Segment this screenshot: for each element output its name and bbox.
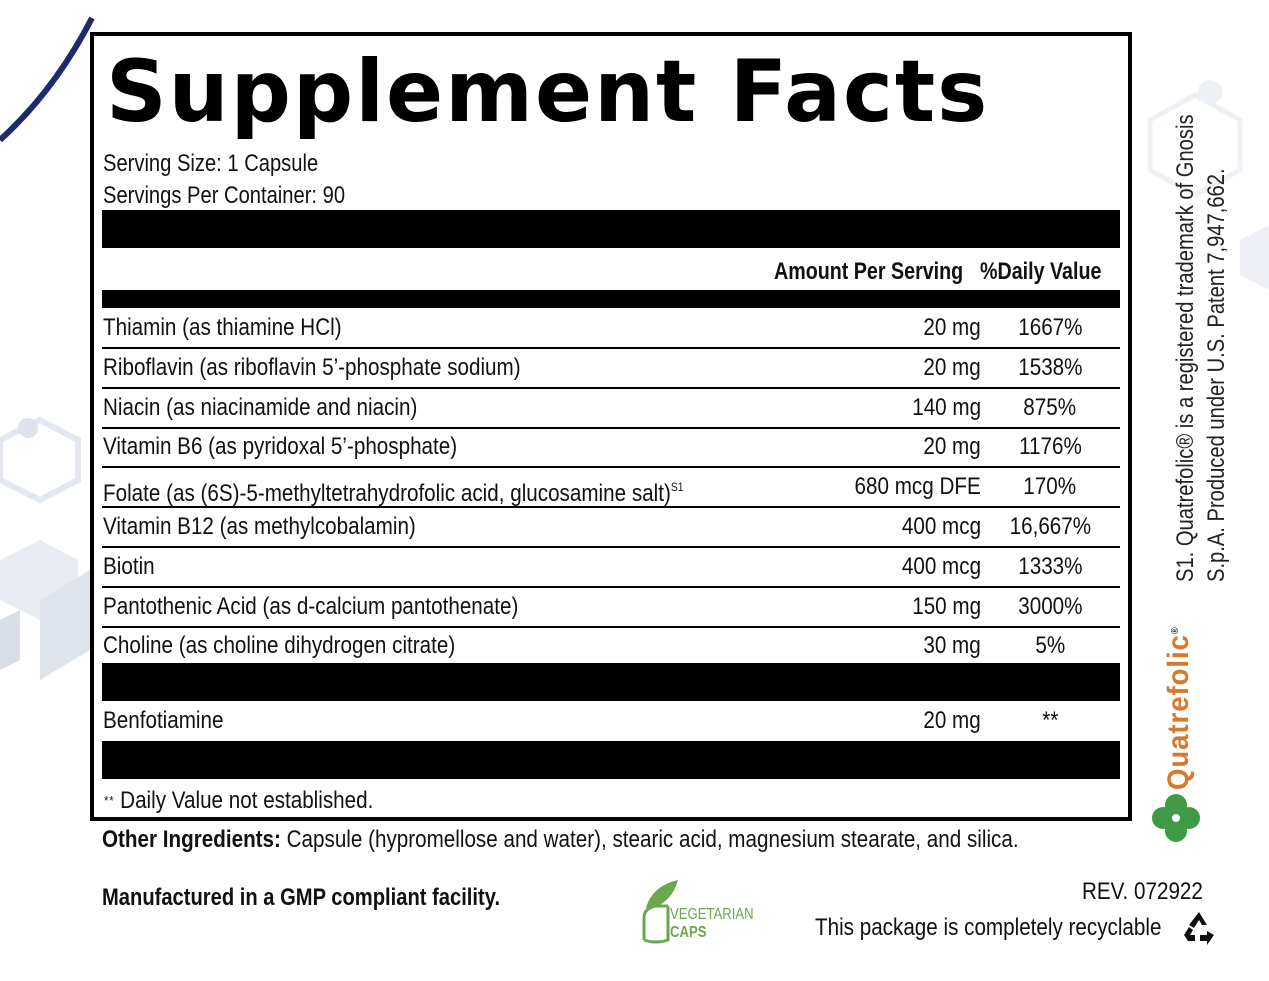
nutrient-row: Niacin (as niacinamide and niacin) 140 mg… xyxy=(102,389,1120,427)
revision-code: REV. 072922 xyxy=(1082,878,1203,905)
nutrient-amount: 30 mg xyxy=(923,632,981,660)
recyclable-statement: This package is completely recyclable xyxy=(815,914,1162,941)
nutrient-name: Benfotiamine xyxy=(103,707,224,734)
nutrient-row: Vitamin B6 (as pyridoxal 5’-phosphate) 20… xyxy=(102,428,1120,466)
row-divider xyxy=(102,466,1120,469)
amount-per-serving-header: Amount Per Serving xyxy=(774,258,964,285)
nutrient-name: Vitamin B6 (as pyridoxal 5’-phosphate) xyxy=(103,433,458,461)
footnote-reference: S1 xyxy=(670,480,684,495)
nutrient-daily-value: 170% xyxy=(1023,473,1077,501)
nutrient-daily-value: 875% xyxy=(1023,393,1077,421)
nutrient-row: Thiamin (as thiamine HCl) 20 mg 1667% xyxy=(102,309,1120,347)
nutrient-daily-value: 1538% xyxy=(1017,353,1083,381)
nutrient-daily-value: ** xyxy=(1041,707,1059,734)
nutrient-amount: 140 mg xyxy=(912,393,981,421)
nutrient-row: Pantothenic Acid (as d-calcium pantothen… xyxy=(102,588,1120,626)
thick-divider xyxy=(102,663,1120,701)
nutrient-amount: 20 mg xyxy=(923,353,981,381)
nutrient-daily-value: 3000% xyxy=(1017,592,1083,620)
nutrient-daily-value: 1333% xyxy=(1017,552,1083,580)
row-divider xyxy=(102,506,1120,509)
nutrient-amount: 20 mg xyxy=(923,433,981,461)
thick-divider xyxy=(102,741,1120,779)
nutrient-name: Niacin (as niacinamide and niacin) xyxy=(103,393,418,421)
other-ingredients: Other Ingredients: Capsule (hypromellose… xyxy=(102,825,1168,855)
nutrient-name: Thiamin (as thiamine HCl) xyxy=(103,314,342,341)
nutrient-daily-value: 1176% xyxy=(1018,433,1082,461)
quatrefolic-logo-text: Quatrefolic® xyxy=(1162,626,1195,790)
recycle-icon xyxy=(1184,912,1214,945)
other-ingredients-text: Capsule (hypromellose and water), steari… xyxy=(286,826,1019,853)
panel-title: Supplement Facts xyxy=(106,42,990,142)
nutrient-amount: 400 mcg xyxy=(901,513,981,540)
caps-label: CAPS xyxy=(670,924,707,941)
nutrient-daily-value: 16,667% xyxy=(1009,513,1091,540)
nutrient-amount: 400 mcg xyxy=(901,552,981,580)
nutrient-amount: 20 mg xyxy=(923,707,981,734)
row-divider xyxy=(102,546,1120,548)
nutrient-row: Riboflavin (as riboflavin 5’-phosphate s… xyxy=(102,349,1120,387)
gmp-statement: Manufactured in a GMP compliant facility… xyxy=(102,884,501,911)
supplement-facts-panel: Supplement Facts Serving Size: 1 Capsule… xyxy=(90,32,1132,821)
serving-size: Serving Size: 1 Capsule xyxy=(103,150,319,177)
nutrient-row: Biotin 400 mcg 1333% xyxy=(102,548,1120,586)
row-divider xyxy=(102,426,1120,429)
nutrient-amount: 680 mcg DFE xyxy=(854,473,981,501)
thick-divider xyxy=(102,210,1120,248)
row-divider xyxy=(102,386,1120,389)
footnote-marker: ** xyxy=(104,793,115,808)
nutrient-daily-value: 1667% xyxy=(1017,314,1083,341)
nutrient-row: Benfotiamine 20 mg ** xyxy=(102,702,1120,740)
nutrient-row: Choline (as choline dihydrogen citrate) 3… xyxy=(102,627,1120,665)
footnote: ** Daily Value not established. xyxy=(104,786,417,816)
nutrient-name: Choline (as choline dihydrogen citrate) xyxy=(103,632,456,660)
quatrefolic-trademark-note: S1. Quatrefolic® is a registered tradema… xyxy=(1172,114,1230,582)
row-divider xyxy=(102,585,1120,588)
footnote-text: Daily Value not established. xyxy=(120,787,374,814)
other-ingredients-label: Other Ingredients: xyxy=(102,826,281,853)
nutrient-name: Riboflavin (as riboflavin 5’-phosphate s… xyxy=(103,353,521,381)
nutrient-amount: 150 mg xyxy=(912,592,981,620)
medium-divider xyxy=(102,290,1120,308)
clover-icon xyxy=(1152,794,1200,842)
nutrient-name: Pantothenic Acid (as d-calcium pantothen… xyxy=(103,592,519,620)
daily-value-header: %Daily Value xyxy=(980,258,1102,285)
nutrient-daily-value: 5% xyxy=(1035,632,1065,660)
nutrient-name: Vitamin B12 (as methylcobalamin) xyxy=(103,513,416,540)
nutrient-name: Biotin xyxy=(103,552,155,580)
leaf-capsule-icon xyxy=(642,880,678,944)
vegetarian-label: VEGETARIAN xyxy=(670,906,754,923)
nutrient-name: Folate (as (6S)-5-methyltetrahydrofolic … xyxy=(103,480,684,508)
nutrient-row: Folate (as (6S)-5-methyltetrahydrofolic … xyxy=(102,468,1120,507)
row-divider xyxy=(102,347,1120,349)
nutrient-row: Vitamin B12 (as methylcobalamin) 400 mcg 1… xyxy=(102,508,1120,546)
nutrient-amount: 20 mg xyxy=(923,314,981,341)
row-divider xyxy=(102,625,1120,628)
servings-per-container: Servings Per Container: 90 xyxy=(103,182,346,209)
